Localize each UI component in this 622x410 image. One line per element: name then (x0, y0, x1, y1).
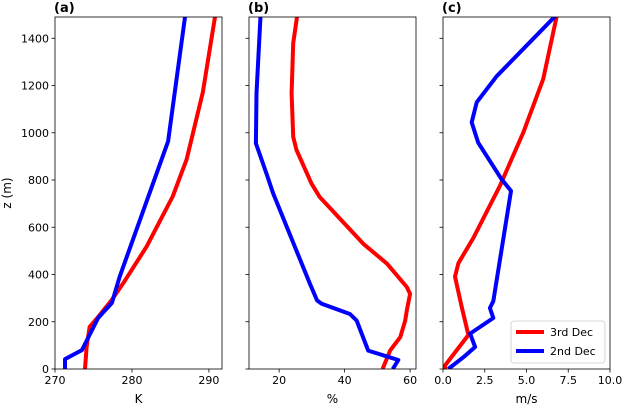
x-tick-label: 40 (338, 374, 352, 387)
panel-label: (c) (442, 1, 462, 16)
x-tick-label: 280 (121, 374, 142, 387)
series-line-2nd-dec (253, 17, 401, 369)
y-tick-label: 600 (28, 221, 49, 234)
x-tick-label: 270 (45, 374, 66, 387)
panel-label: (a) (54, 1, 75, 16)
y-tick-label: 0 (42, 363, 49, 376)
y-tick-label: 1000 (21, 127, 49, 140)
legend-entry: 3rd Dec (550, 326, 593, 339)
x-tick-label: 2.5 (476, 374, 494, 387)
series-line-3rd-dec (289, 17, 413, 369)
y-axis-label: z (m) (0, 177, 14, 208)
series-line-3rd-dec (443, 17, 559, 369)
series-line-2nd-dec (447, 17, 557, 369)
series-line-2nd-dec (63, 17, 188, 369)
axes-frame (248, 16, 417, 370)
x-tick-label: 7.5 (560, 374, 578, 387)
y-tick-label: 800 (28, 174, 49, 187)
legend-entry: 2nd Dec (550, 345, 596, 358)
y-tick-label: 1400 (21, 32, 49, 45)
legend: 3rd Dec 2nd Dec (510, 320, 606, 364)
x-axis-label: K (135, 392, 144, 406)
panel-label: (b) (248, 1, 269, 16)
x-axis-label: % (327, 392, 338, 406)
x-tick-label: 290 (198, 374, 219, 387)
x-tick-label: 10.0 (598, 374, 622, 387)
panel-b: 20 40 60% (b) (245, 1, 417, 406)
x-axis-label: m/s (516, 392, 538, 406)
x-tick-label: 60 (403, 374, 417, 387)
axes-frame (442, 16, 611, 370)
x-tick-label: 20 (272, 374, 286, 387)
y-tick-label: 400 (28, 269, 49, 282)
x-tick-label: 5.0 (518, 374, 536, 387)
y-tick-label: 1200 (21, 80, 49, 93)
panel-a: 270 280 290 0 200 400 600 800 1000 1200 1400 K (a) (21, 1, 223, 406)
panel-c: 0.0 2.5 5.0 7.5 10.0 m/s (c) 3rd Dec 2nd Dec (434, 1, 622, 406)
x-tick-label: 0.0 (434, 374, 452, 387)
axes-frame (54, 16, 223, 370)
y-tick-label: 200 (28, 316, 49, 329)
